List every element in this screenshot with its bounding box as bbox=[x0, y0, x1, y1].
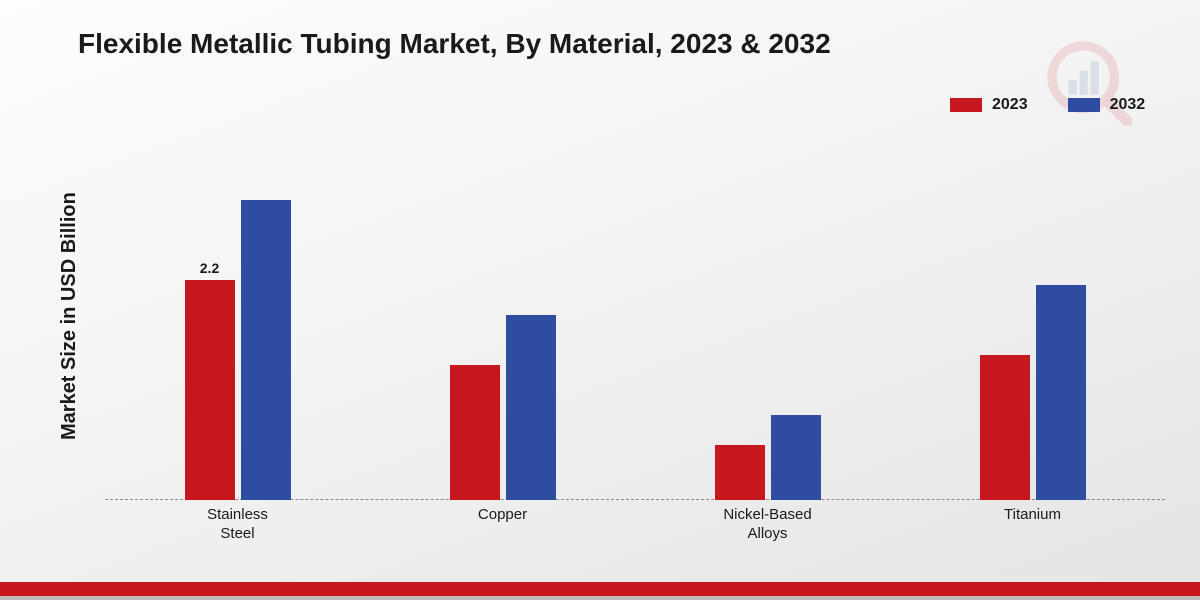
legend: 2023 2032 bbox=[950, 96, 1145, 114]
category-label: Stainless Steel bbox=[132, 506, 344, 544]
legend-label: 2023 bbox=[992, 96, 1028, 114]
watermark-logo bbox=[1040, 34, 1132, 131]
legend-swatch bbox=[950, 98, 982, 112]
category-label: Titanium bbox=[927, 506, 1139, 525]
bar-2032 bbox=[771, 415, 821, 500]
bar-2032 bbox=[506, 315, 556, 500]
category-label: Copper bbox=[397, 506, 609, 525]
footer-stripe-gray bbox=[0, 596, 1200, 600]
legend-swatch bbox=[1068, 98, 1100, 112]
legend-label: 2032 bbox=[1110, 96, 1146, 114]
bar-group: 2.2Stainless Steel bbox=[185, 200, 291, 500]
bar-group: Copper bbox=[450, 315, 556, 500]
category-label: Nickel-Based Alloys bbox=[662, 506, 874, 544]
y-axis-label: Market Size in USD Billion bbox=[58, 192, 81, 440]
footer-stripe bbox=[0, 582, 1200, 600]
chart-canvas: Flexible Metallic Tubing Market, By Mate… bbox=[0, 0, 1200, 600]
bar-2032 bbox=[1036, 285, 1086, 500]
bar-group: Titanium bbox=[980, 285, 1086, 500]
bar-2023: 2.2 bbox=[185, 280, 235, 500]
legend-item: 2032 bbox=[1068, 96, 1146, 114]
plot-area: 2.2Stainless Steel Copper Nickel-Based All… bbox=[105, 140, 1165, 500]
bar-value-label: 2.2 bbox=[200, 260, 219, 276]
bar-2023 bbox=[715, 445, 765, 500]
bar-2032 bbox=[241, 200, 291, 500]
chart-title: Flexible Metallic Tubing Market, By Mate… bbox=[78, 28, 831, 60]
bar-2023 bbox=[980, 355, 1030, 500]
bar-2023 bbox=[450, 365, 500, 500]
legend-item: 2023 bbox=[950, 96, 1028, 114]
bar-group: Nickel-Based Alloys bbox=[715, 415, 821, 500]
footer-stripe-red bbox=[0, 582, 1200, 596]
